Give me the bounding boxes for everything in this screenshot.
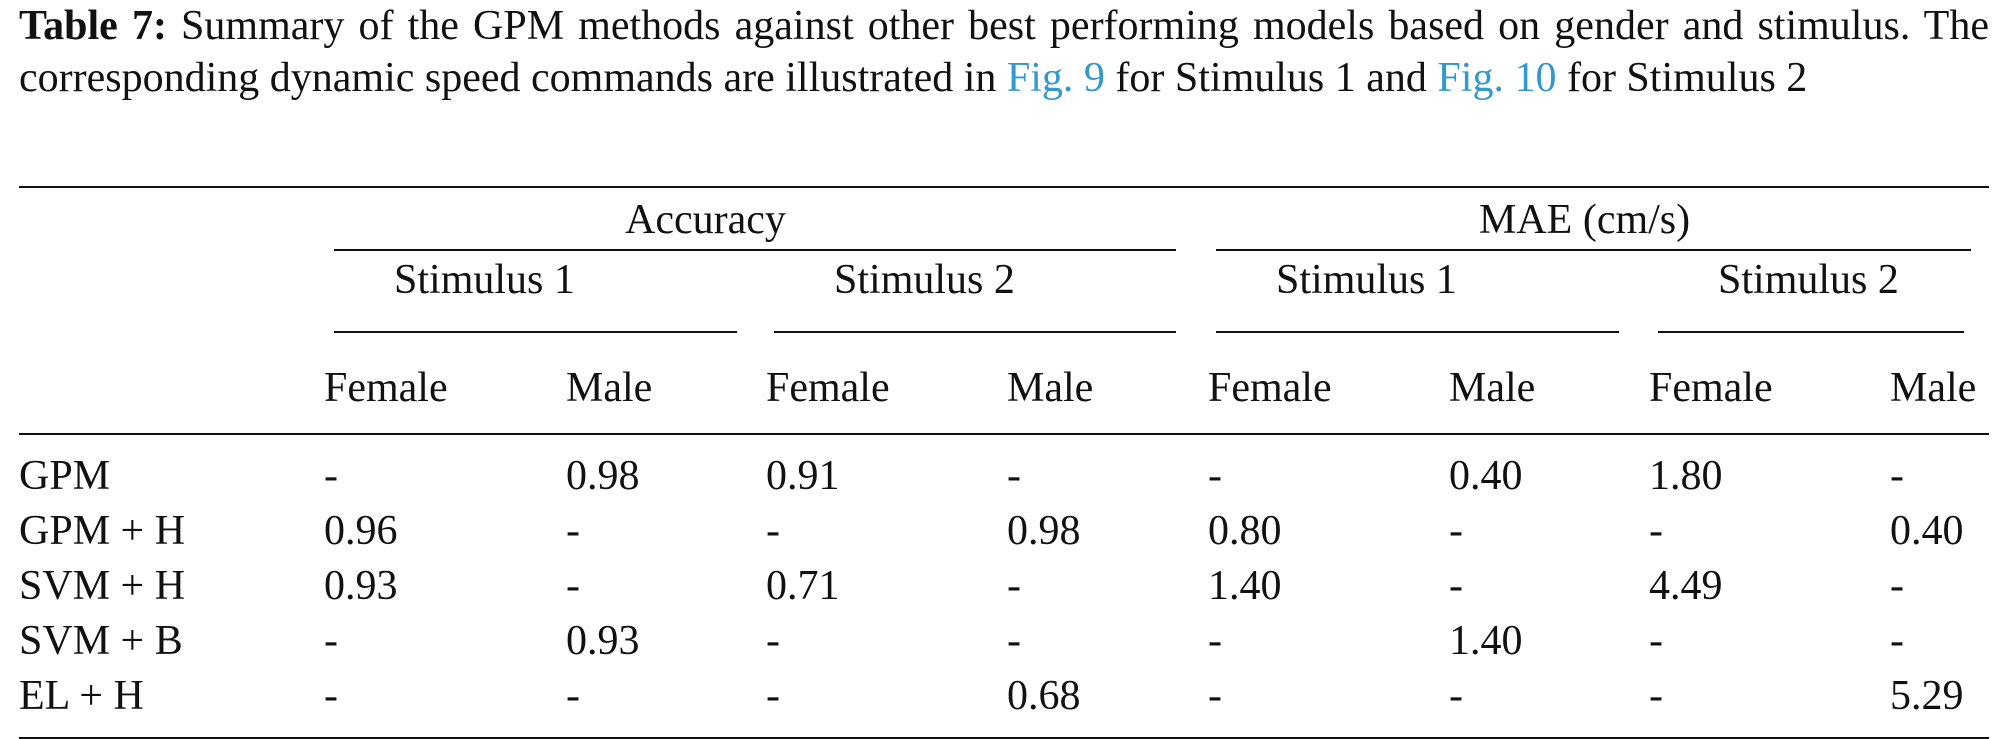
table-cell: 5.29: [1890, 673, 1964, 719]
table-cell: -: [1890, 453, 1904, 499]
gender-header: Female: [1649, 365, 1773, 411]
table-cell: 4.49: [1649, 563, 1723, 609]
table-cell: -: [766, 618, 780, 664]
stimulus-header-accuracy-2: Stimulus 2: [834, 257, 1015, 303]
table-cell: -: [1890, 618, 1904, 664]
table-cell: 0.98: [566, 453, 640, 499]
header-bottom-rule: [19, 433, 1989, 435]
table-cell: -: [1449, 563, 1463, 609]
accuracy-group-rule: [334, 249, 1176, 251]
table-cell: -: [1649, 508, 1663, 554]
mae-stimulus-1-rule: [1216, 331, 1619, 333]
figure-10-link[interactable]: Fig. 10: [1437, 55, 1557, 101]
table-cell: 0.80: [1208, 508, 1282, 554]
row-method: EL + H: [19, 673, 144, 719]
table-cell: -: [566, 508, 580, 554]
table-cell: -: [324, 618, 338, 664]
gender-header: Male: [1007, 365, 1094, 411]
row-method: SVM + H: [19, 563, 186, 609]
table-cell: 0.68: [1007, 673, 1081, 719]
table-cell: 0.91: [766, 453, 840, 499]
table-top-rule: [19, 186, 1989, 188]
gender-header: Male: [1449, 365, 1536, 411]
table-cell: 1.40: [1208, 563, 1282, 609]
table-cell: -: [766, 508, 780, 554]
gender-header: Female: [324, 365, 448, 411]
gender-header: Male: [1890, 365, 1977, 411]
table-cell: 0.71: [766, 563, 840, 609]
table-cell: -: [566, 673, 580, 719]
table-cell: -: [1649, 618, 1663, 664]
table-cell: -: [1449, 673, 1463, 719]
gender-header: Female: [766, 365, 890, 411]
stimulus-header-accuracy-1: Stimulus 1: [394, 257, 575, 303]
table-cell: -: [324, 673, 338, 719]
gender-header: Female: [1208, 365, 1332, 411]
caption-text-2: for Stimulus 1 and: [1104, 55, 1438, 101]
table-cell: 0.40: [1449, 453, 1523, 499]
row-method: GPM: [19, 453, 111, 499]
table-caption: Table 7: Summary of the GPM methods agai…: [19, 0, 1989, 104]
accuracy-stimulus-2-rule: [774, 331, 1176, 333]
group-header-accuracy: Accuracy: [625, 197, 786, 243]
group-header-mae: MAE (cm/s): [1479, 197, 1691, 243]
table-cell: -: [1007, 453, 1021, 499]
table-cell: -: [1007, 563, 1021, 609]
table-cell: -: [766, 673, 780, 719]
stimulus-header-mae-2: Stimulus 2: [1718, 257, 1899, 303]
accuracy-stimulus-1-rule: [334, 331, 737, 333]
table-cell: 0.98: [1007, 508, 1081, 554]
stimulus-header-mae-1: Stimulus 1: [1276, 257, 1457, 303]
row-method: SVM + B: [19, 618, 183, 664]
table-cell: 1.40: [1449, 618, 1523, 664]
table-cell: 0.96: [324, 508, 398, 554]
table-cell: -: [1890, 563, 1904, 609]
figure-9-link[interactable]: Fig. 9: [1006, 55, 1105, 101]
table-cell: -: [1649, 673, 1663, 719]
table-cell: -: [1449, 508, 1463, 554]
row-method: GPM + H: [19, 508, 186, 554]
table-cell: -: [1208, 618, 1222, 664]
mae-group-rule: [1216, 249, 1971, 251]
table-cell: 0.40: [1890, 508, 1964, 554]
caption-text-1: Summary of the GPM methods against other…: [19, 3, 1989, 101]
table-cell: -: [566, 563, 580, 609]
caption-label: Table 7:: [19, 3, 167, 49]
table-cell: 1.80: [1649, 453, 1723, 499]
table-cell: 0.93: [324, 563, 398, 609]
table-cell: -: [324, 453, 338, 499]
table-cell: 0.93: [566, 618, 640, 664]
table-cell: -: [1208, 673, 1222, 719]
table-cell: -: [1208, 453, 1222, 499]
table-cell: -: [1007, 618, 1021, 664]
mae-stimulus-2-rule: [1658, 331, 1964, 333]
caption-text-3: for Stimulus 2: [1556, 55, 1808, 101]
gender-header: Male: [566, 365, 653, 411]
